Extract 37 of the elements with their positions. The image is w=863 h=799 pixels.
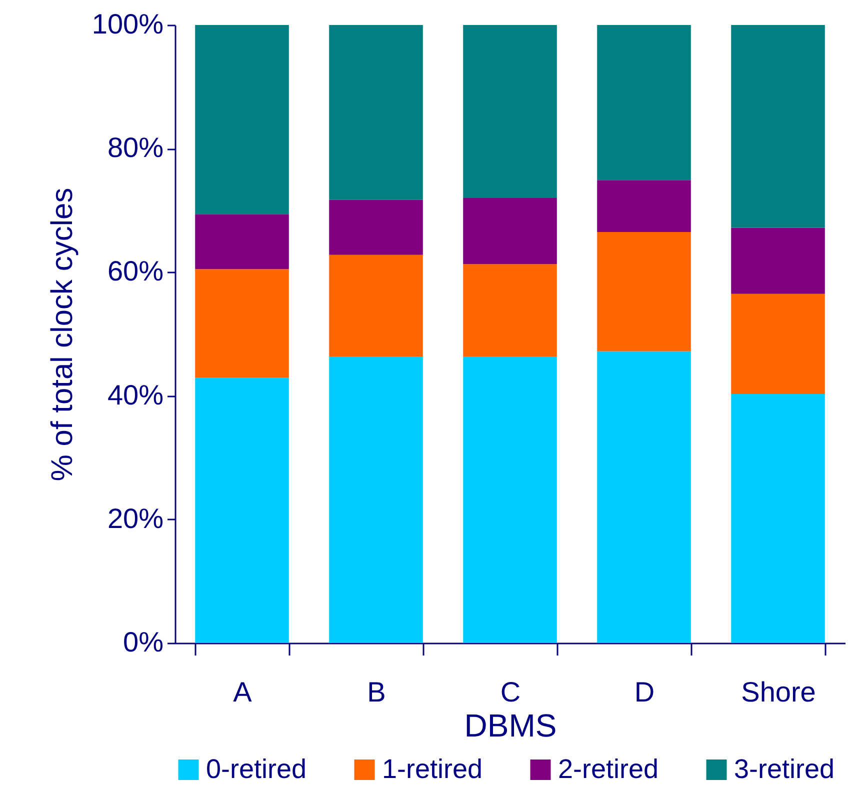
- bar: [463, 25, 557, 198]
- legend-label: 3-retired: [734, 754, 835, 784]
- bar: [731, 294, 825, 394]
- x-tick-label: C: [500, 676, 521, 708]
- bar: [329, 254, 423, 357]
- y-axis-title: % of total clock cycles: [46, 188, 79, 482]
- bar: [329, 25, 423, 200]
- x-axis-title: DBMS: [464, 708, 557, 744]
- bar: [597, 180, 691, 232]
- y-tick-label: 100%: [92, 8, 164, 40]
- x-tick-label: B: [367, 676, 386, 708]
- bar: [597, 351, 691, 643]
- legend-label: 0-retired: [206, 754, 307, 784]
- y-tick-label: 60%: [107, 256, 164, 287]
- y-tick-label: 80%: [107, 132, 164, 164]
- bar: [195, 269, 289, 378]
- x-tick-label: A: [233, 676, 252, 708]
- bar: [731, 228, 825, 294]
- y-tick-label: 0%: [123, 626, 164, 658]
- bar: [463, 356, 557, 643]
- legend-label: 1-retired: [382, 754, 483, 784]
- y-tick-label: 40%: [107, 379, 164, 410]
- bar: [731, 394, 825, 643]
- bar: [195, 378, 289, 643]
- y-tick-label: 20%: [107, 502, 164, 534]
- x-tick-label: D: [634, 676, 655, 708]
- bar: [195, 25, 289, 214]
- bar: [463, 264, 557, 357]
- bar: [597, 25, 691, 180]
- bar: [731, 25, 825, 228]
- bar: [329, 356, 423, 643]
- bar: [597, 232, 691, 352]
- legend-label: 2-retired: [558, 754, 659, 784]
- bar: [463, 198, 557, 264]
- x-tick-label: Shore: [741, 676, 816, 708]
- bar: [329, 200, 423, 255]
- bar: [195, 214, 289, 270]
